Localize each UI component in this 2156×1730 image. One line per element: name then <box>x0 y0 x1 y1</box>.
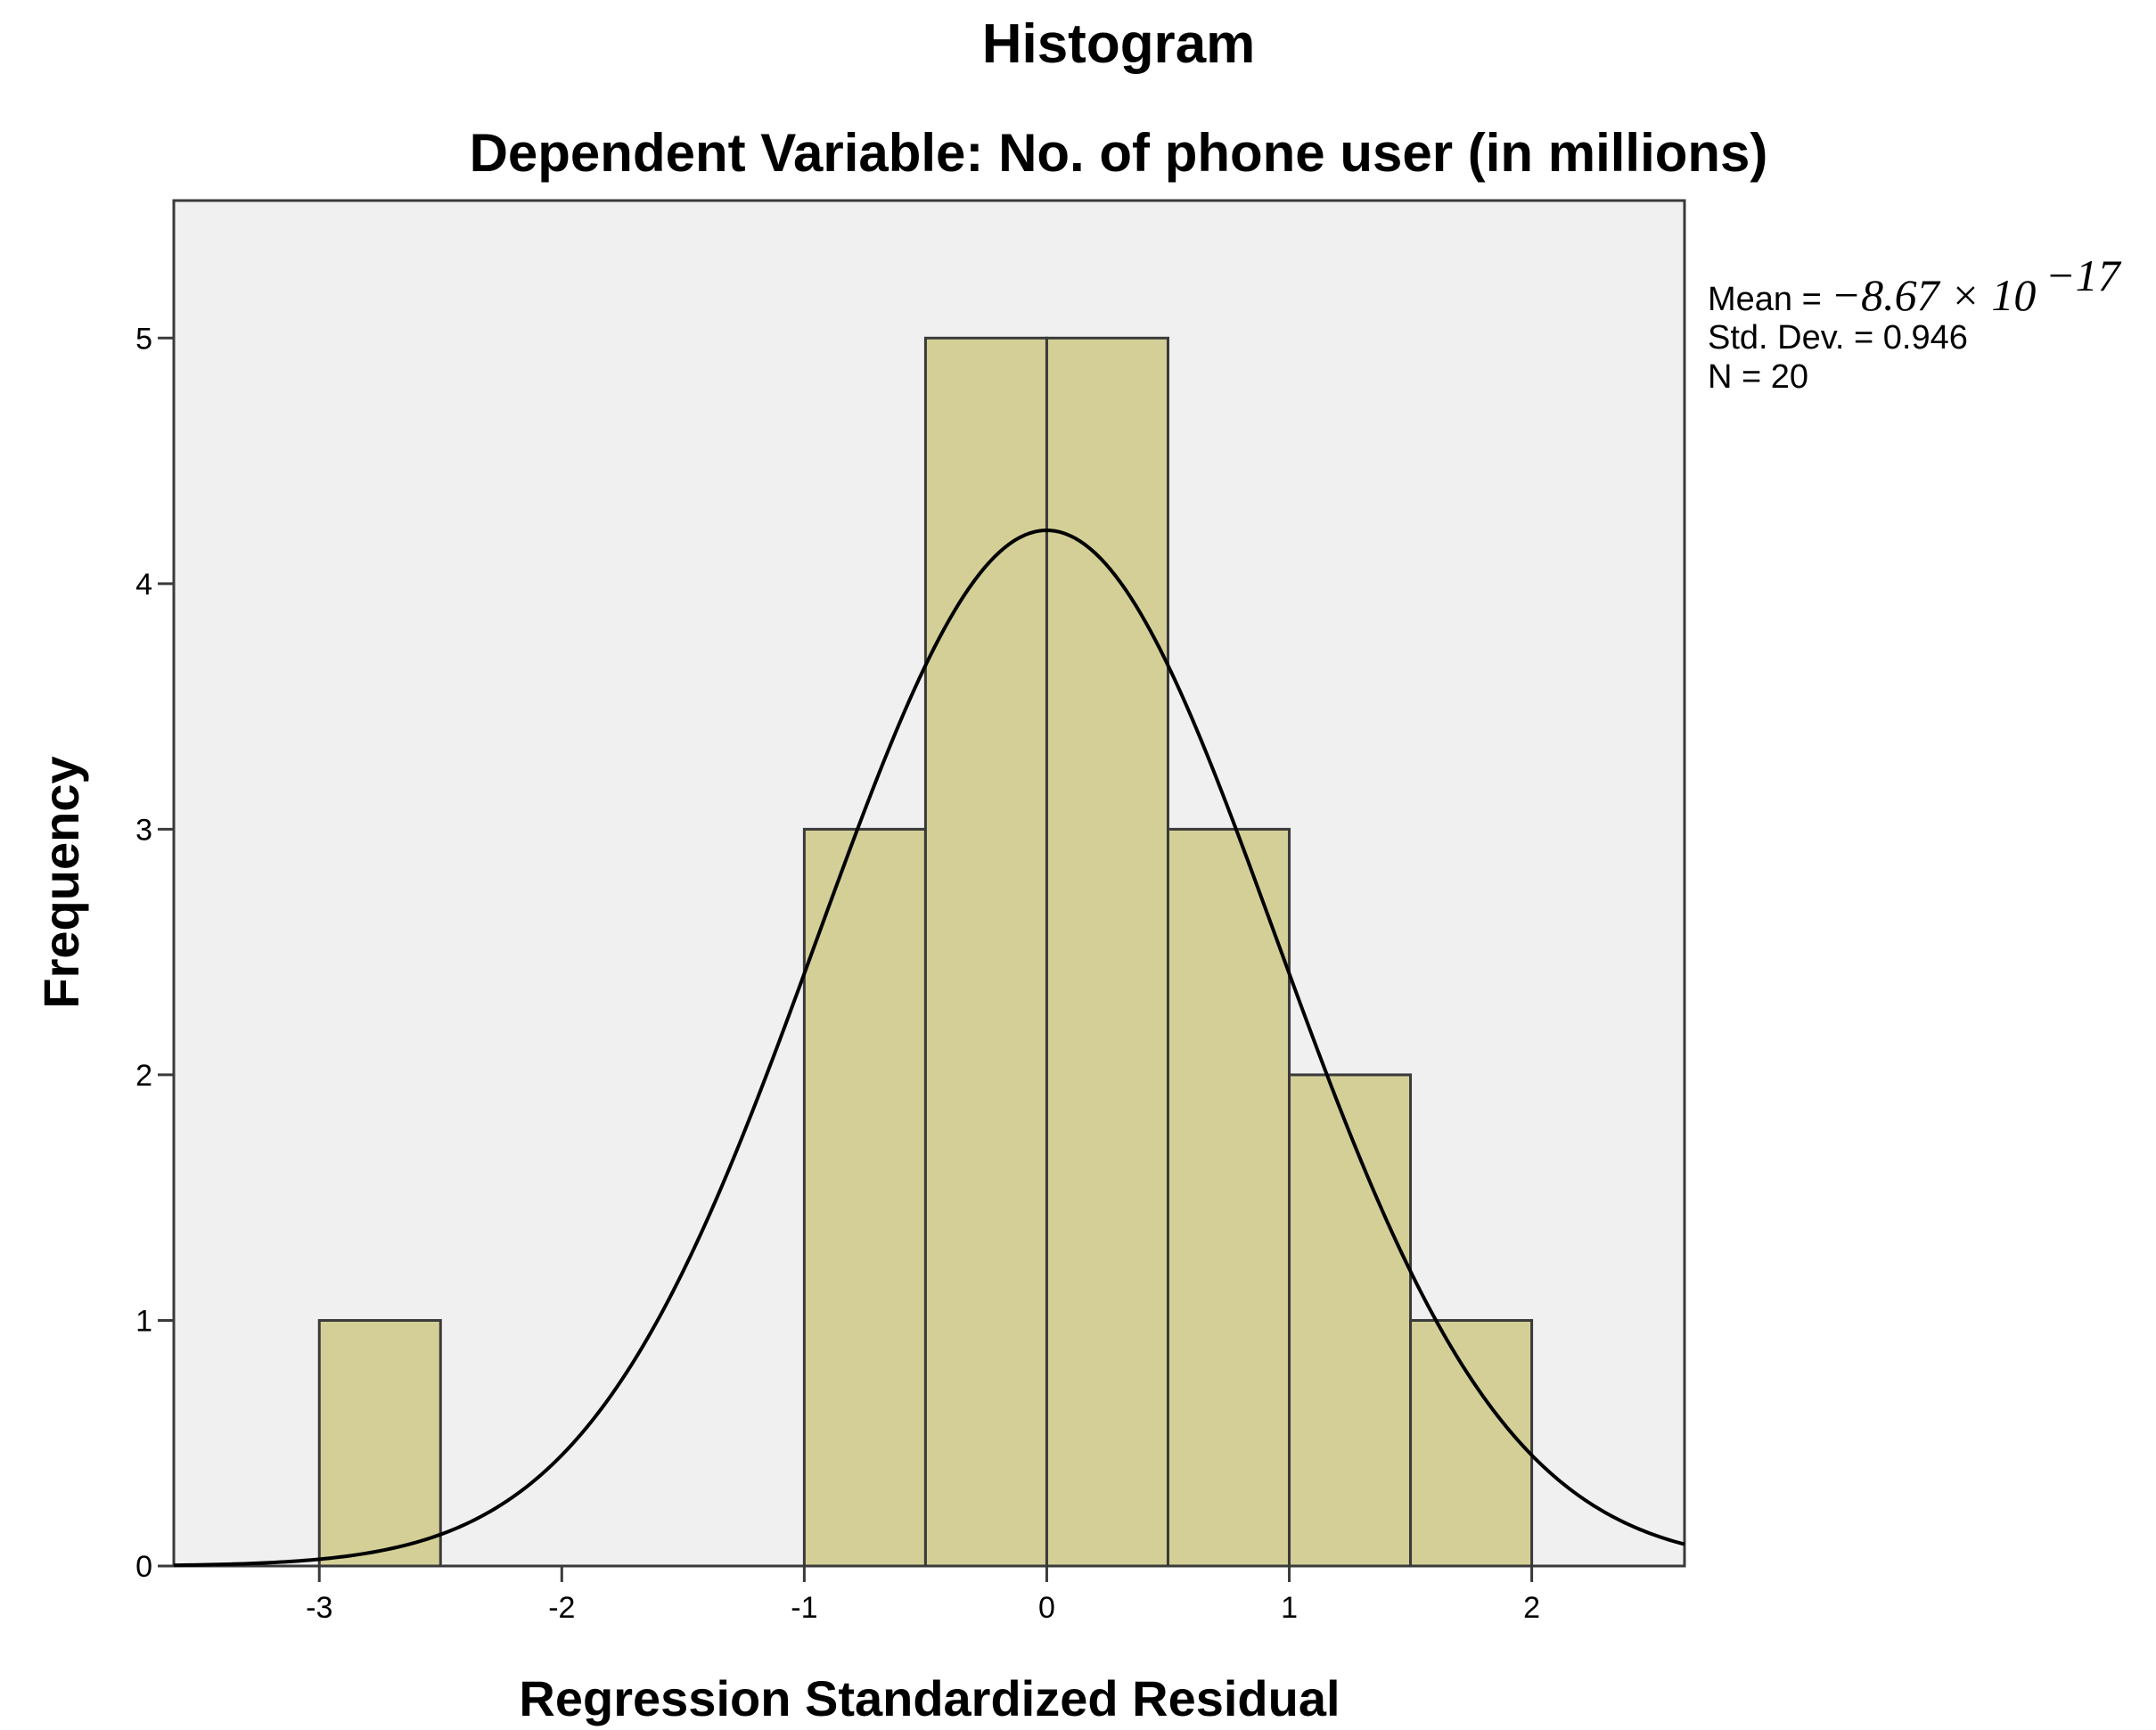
histogram-bar-1 <box>802 827 927 1568</box>
histogram-bar-5 <box>1288 1073 1413 1568</box>
stats-n: N = 20 <box>1708 358 1808 396</box>
x-tick-label-1: -2 <box>548 1591 575 1625</box>
y-tick-label-0: 0 <box>135 1550 152 1584</box>
y-tick-label-2: 2 <box>135 1059 152 1093</box>
histogram-bars <box>317 336 1534 1568</box>
y-tick-label-4: 4 <box>135 568 152 602</box>
x-axis-label: Regression Standardized Residual <box>519 1670 1340 1726</box>
histogram-bar-4 <box>1166 827 1291 1568</box>
normal-curve <box>173 529 1685 1568</box>
x-tick-label-2: -1 <box>791 1591 817 1625</box>
chart-subtitle: Dependent Variable: No. of phone user (i… <box>470 123 1768 183</box>
x-tick-label-3: 0 <box>1038 1591 1055 1625</box>
histogram-bar-6 <box>1409 1318 1534 1568</box>
x-tick-label-4: 1 <box>1281 1591 1298 1625</box>
stats-mean-exponent: −17 <box>2045 250 2122 300</box>
stats-std: Std. Dev. = 0.946 <box>1708 319 1968 357</box>
chart-title: Histogram <box>982 13 1256 75</box>
histogram-bar-2 <box>923 336 1048 1568</box>
x-tick-label-5: 2 <box>1523 1591 1540 1625</box>
stats-box: Mean = −8.67 × 10 −17 Std. Dev. = 0.946 … <box>1708 250 2122 396</box>
y-axis-label: Frequency <box>33 756 89 1008</box>
x-axis: -3 -2 -1 0 1 2 <box>306 1566 1540 1625</box>
y-tick-label-5: 5 <box>135 322 152 356</box>
stats-mean-value: −8.67 × 10 <box>1831 270 2036 320</box>
x-tick-label-0: -3 <box>306 1591 332 1625</box>
histogram-bar-0 <box>317 1318 442 1568</box>
stats-mean: Mean = −8.67 × 10 −17 <box>1708 250 2122 320</box>
y-tick-label-1: 1 <box>135 1304 152 1338</box>
histogram-bar-3 <box>1045 336 1169 1568</box>
y-axis: 0 1 2 3 4 5 <box>135 322 174 1584</box>
stats-mean-label: Mean = <box>1708 281 1831 318</box>
y-tick-label-3: 3 <box>135 813 152 847</box>
